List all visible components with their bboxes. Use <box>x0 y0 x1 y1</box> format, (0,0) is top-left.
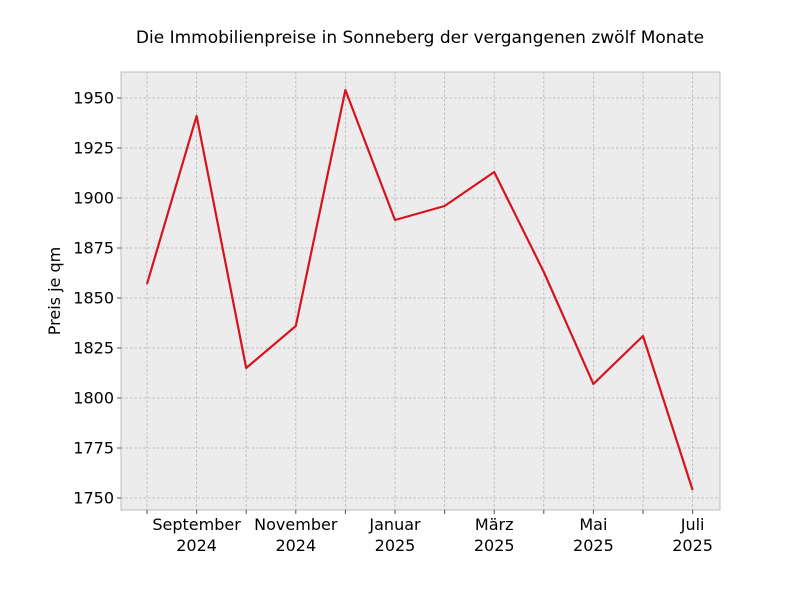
x-tick-label-month: Juli <box>680 515 705 534</box>
x-tick-label-year: 2025 <box>573 536 614 555</box>
axes: 1750 1775 1800 1825 1850 1875 1900 1925 1950 Sept… <box>73 89 713 556</box>
grid-lines <box>121 72 720 510</box>
series-layer <box>145 88 694 491</box>
x-tick-label-year: 2025 <box>375 536 416 555</box>
x-tick-label-month: Januar <box>368 515 421 534</box>
plot-area <box>120 71 721 511</box>
y-tick-label: 1800 <box>73 389 114 408</box>
x-tick-label-month: September <box>152 515 241 534</box>
x-tick-label-month: Mai <box>579 515 607 534</box>
series-line <box>145 88 694 491</box>
chart-title: Die Immobilienpreise in Sonneberg der ve… <box>136 28 704 48</box>
x-tick-label-year: 2025 <box>474 536 515 555</box>
x-tick-label-year: 2024 <box>275 536 316 555</box>
y-tick-label: 1825 <box>73 339 114 358</box>
y-tick-label: 1775 <box>73 439 114 458</box>
x-tick-label-month: November <box>254 515 338 534</box>
y-axis-label: Preis je qm <box>45 247 64 335</box>
y-tick-label: 1875 <box>73 239 114 258</box>
x-tick-label-year: 2025 <box>672 536 713 555</box>
x-tick-label-month: März <box>475 515 514 534</box>
x-tick-label-year: 2024 <box>176 536 217 555</box>
y-tick-label: 1750 <box>73 489 114 508</box>
y-tick-label: 1900 <box>73 189 114 208</box>
y-tick-label: 1925 <box>73 139 114 158</box>
y-tick-label: 1850 <box>73 289 114 308</box>
y-tick-label: 1950 <box>73 89 114 108</box>
